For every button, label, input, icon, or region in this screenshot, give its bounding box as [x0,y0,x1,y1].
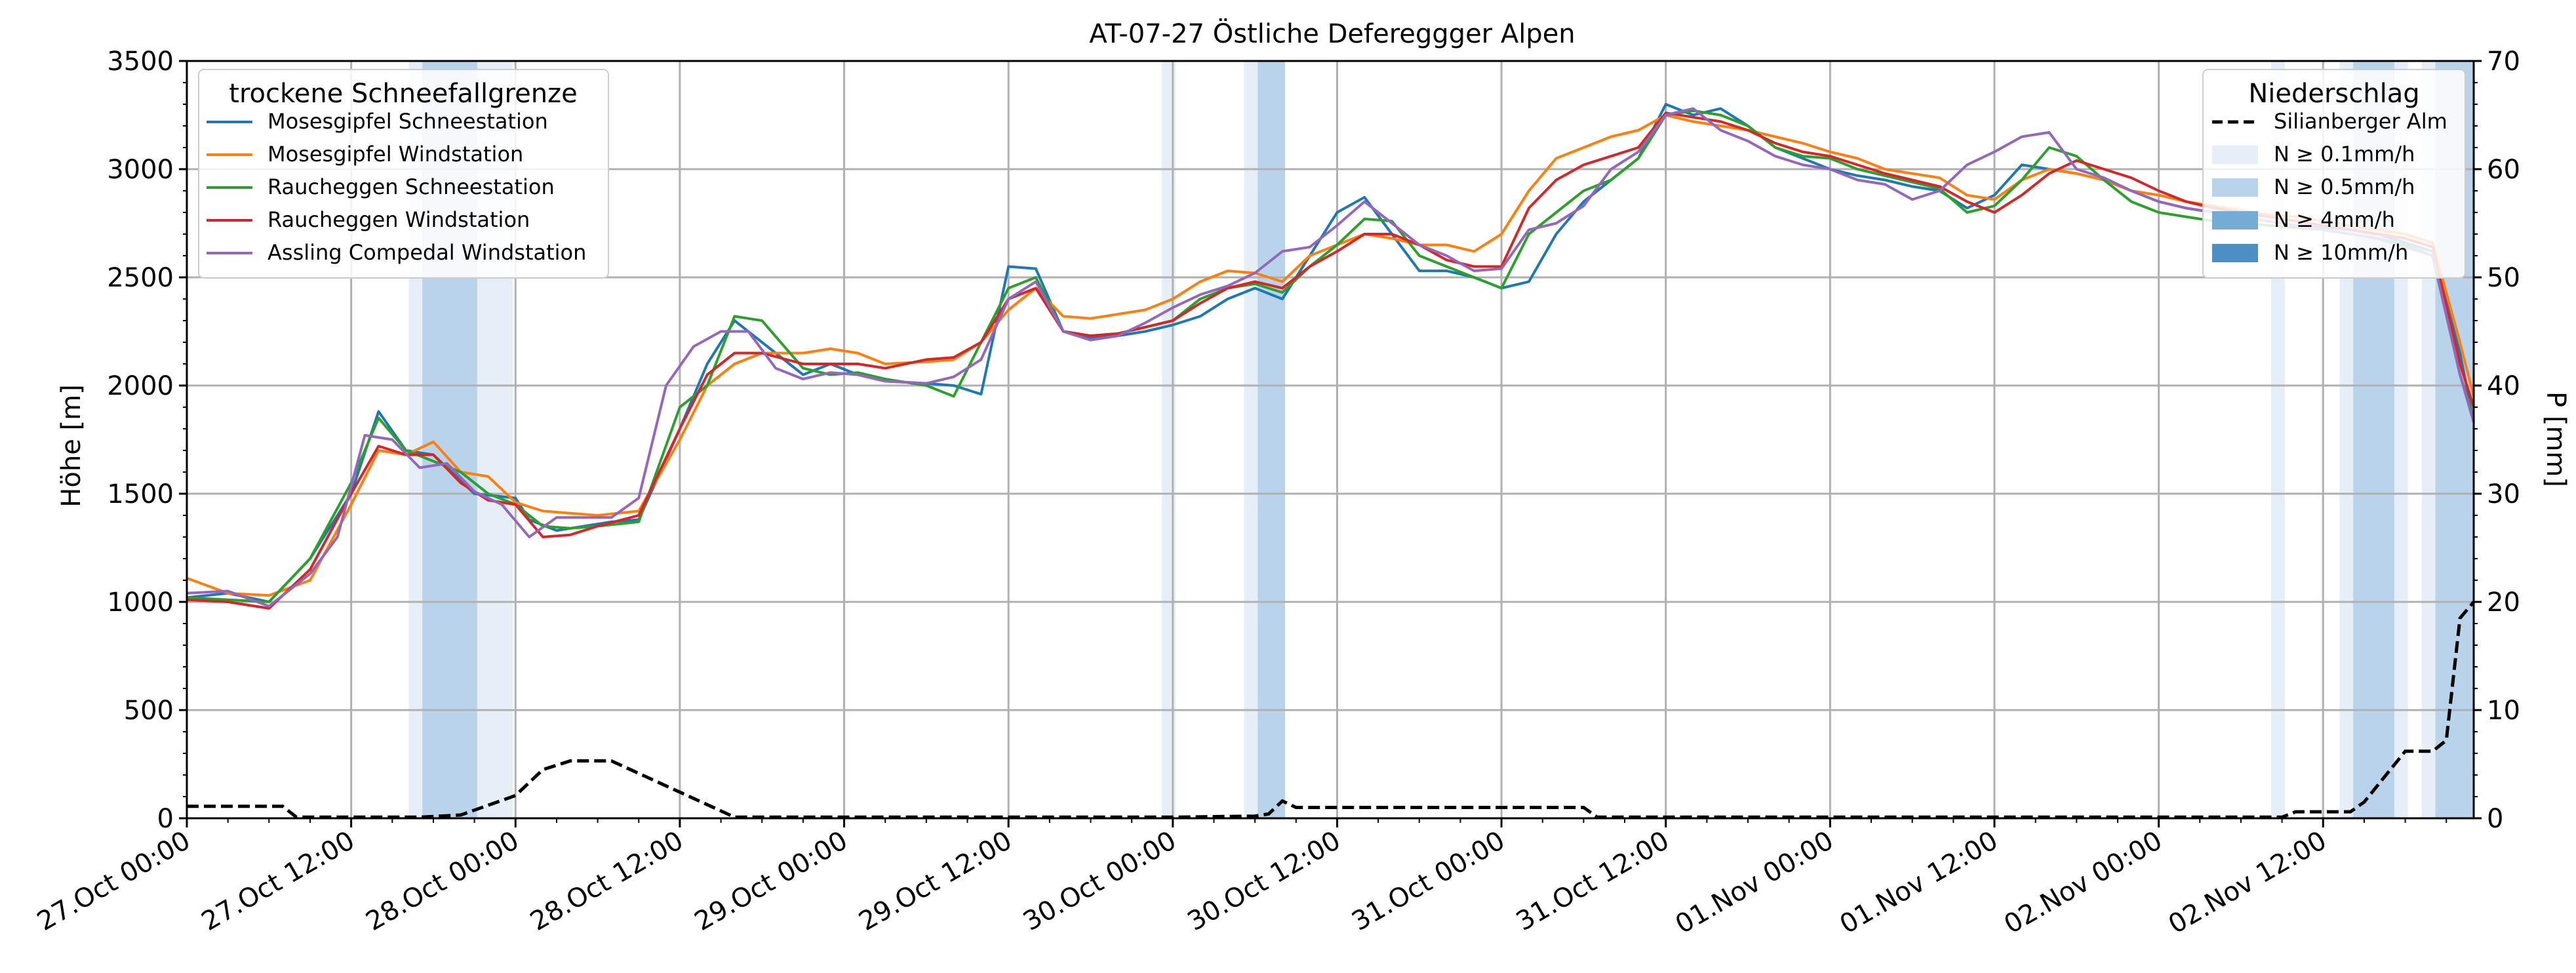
x-tick-label: 28.Oct 12:00 [525,825,688,937]
series-line-2 [186,109,2475,603]
legend-left-title: trockene Schneefallgrenze [229,79,577,109]
legend-right-label: N ≥ 10mm/h [2274,240,2408,265]
precipitation-bands [408,61,2474,818]
legend-right-swatch [2212,146,2258,164]
y-tick-label-left: 500 [124,696,174,726]
y-axis-left-label: Höhe [m] [56,384,87,507]
legend-left-label: Raucheggen Windstation [268,207,530,232]
y-tick-label-left: 2500 [107,263,174,293]
y-tick-label-left: 3500 [107,47,174,77]
series-line-4 [186,107,2475,608]
x-tick-label: 28.Oct 00:00 [361,825,524,937]
legend-left-label: Mosesgipfel Windstation [268,142,523,167]
legend-right-label: Silianberger Alm [2274,109,2447,134]
x-tick-label: 01.Nov 00:00 [1671,825,1839,940]
legend-right-label: N ≥ 0.1mm/h [2274,142,2415,167]
legend-left-label: Mosesgipfel Schneestation [268,109,548,134]
y-tick-label-left: 1000 [107,587,174,618]
y-tick-label-right: 0 [2487,804,2503,834]
legend-right-swatch [2212,178,2258,197]
series-line-3 [186,111,2475,610]
legend-right-swatch [2212,244,2258,262]
legend-left-box [198,69,609,279]
y-tick-label-right: 70 [2487,47,2520,77]
y-tick-label-left: 1500 [107,479,174,509]
y-tick-label-right: 30 [2487,479,2520,509]
x-tick-label: 30.Oct 12:00 [1183,825,1346,937]
legend-right-title: Niederschlag [2248,79,2419,109]
x-tick-label: 02.Nov 00:00 [1999,825,2168,940]
y-tick-label-left: 3000 [107,155,174,185]
x-tick-label: 31.Oct 12:00 [1511,825,1674,937]
x-tick-label: 29.Oct 00:00 [690,825,853,937]
x-tick-label: 31.Oct 00:00 [1347,825,1510,937]
y-tick-label-right: 10 [2487,696,2520,726]
y-tick-label-right: 50 [2487,263,2520,293]
legend-left-label: Raucheggen Schneestation [268,174,555,199]
legend-right-swatch [2212,211,2258,229]
y-tick-label-left: 0 [157,804,174,834]
chart-title: AT-07-27 Östliche Defereggger Alpen [1089,18,1575,49]
y-tick-label-left: 2000 [107,371,174,401]
chart-lines [186,103,2475,819]
precip-line [187,601,2475,819]
legend-right-label: N ≥ 0.5mm/h [2274,174,2415,199]
x-tick-label: 01.Nov 12:00 [1834,825,2003,940]
legend-left-label: Assling Compedal Windstation [268,240,586,265]
x-tick-label: 27.Oct 12:00 [197,825,360,937]
x-tick-label: 02.Nov 12:00 [2164,825,2332,940]
precip-band [1258,61,1286,818]
x-tick-label: 29.Oct 12:00 [854,825,1017,937]
legend-right-box [2202,69,2466,279]
y-tick-label-right: 20 [2487,587,2520,618]
x-tick-label: 27.Oct 00:00 [32,825,195,937]
y-tick-label-right: 40 [2487,371,2520,401]
x-tick-label: 30.Oct 00:00 [1018,825,1181,937]
legend-right-label: N ≥ 4mm/h [2274,207,2395,232]
y-axis-right-label: P [mm] [2541,391,2571,487]
y-tick-label-right: 60 [2487,155,2520,185]
plot-frame [186,60,2475,820]
